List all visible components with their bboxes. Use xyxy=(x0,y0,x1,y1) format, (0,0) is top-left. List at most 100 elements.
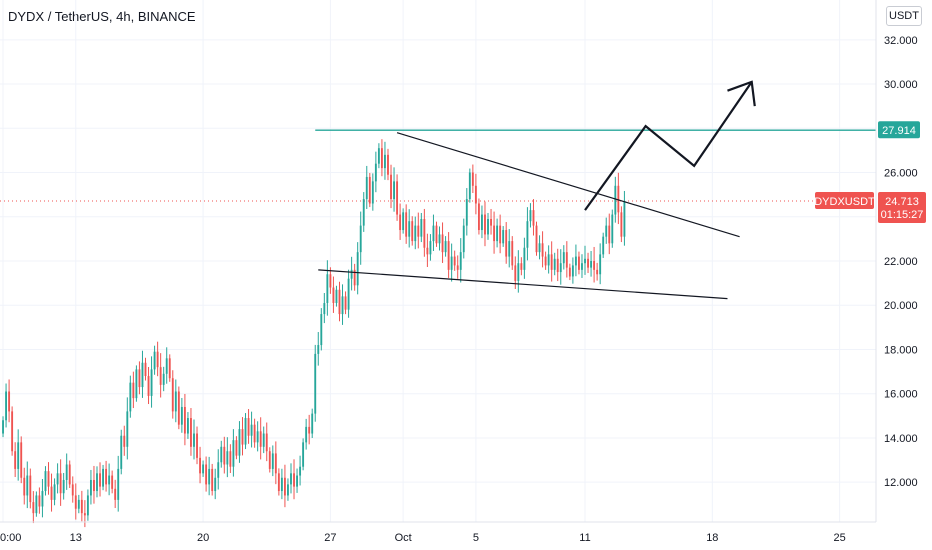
candle-body xyxy=(186,418,189,434)
candle-body xyxy=(541,243,544,257)
candle-body xyxy=(290,473,292,485)
candle-body xyxy=(396,181,399,215)
candle-body xyxy=(62,479,65,494)
candle-body xyxy=(374,163,377,182)
candle-body xyxy=(338,289,341,315)
candle-body xyxy=(465,199,468,226)
chart-title: DYDX / TetherUS, 4h, BINANCE xyxy=(8,9,196,24)
candle-body xyxy=(117,468,120,500)
candle-body xyxy=(217,462,220,478)
candle-body xyxy=(550,254,553,270)
candle-body xyxy=(514,265,517,281)
candle-body xyxy=(529,210,532,222)
candle-body xyxy=(584,258,586,264)
candle-body xyxy=(165,358,168,374)
candle-body xyxy=(53,484,56,500)
candle-body xyxy=(462,225,465,253)
candle-body xyxy=(23,477,26,496)
candle-body xyxy=(362,199,365,226)
candle-body xyxy=(608,225,611,244)
candle-body xyxy=(180,406,183,425)
candle-body xyxy=(14,451,17,469)
candle-body xyxy=(620,212,623,237)
candle-body xyxy=(365,176,368,200)
candle-body xyxy=(93,479,95,492)
candle-body xyxy=(408,221,411,237)
candle-body xyxy=(523,247,526,270)
candle-body xyxy=(502,230,505,244)
candle-body xyxy=(77,499,80,509)
candle-body xyxy=(74,495,77,509)
candle-body xyxy=(65,464,68,480)
currency-button[interactable]: USDT xyxy=(886,6,922,26)
candle-body xyxy=(544,256,547,266)
candle-body xyxy=(156,351,159,368)
candle-body xyxy=(444,241,447,253)
candle-body xyxy=(71,484,74,496)
candle-body xyxy=(244,418,247,445)
candle-body xyxy=(387,154,389,175)
candle-body xyxy=(262,433,265,447)
candle-body xyxy=(477,203,480,231)
candle-body xyxy=(120,435,123,469)
candle-body xyxy=(168,358,171,379)
candle-body xyxy=(332,287,335,304)
symbol-badge xyxy=(815,191,874,209)
candle-body xyxy=(108,475,111,485)
candle-body xyxy=(487,218,489,235)
candle-body xyxy=(490,218,492,226)
candle-body xyxy=(277,473,280,492)
candle-body xyxy=(56,473,59,485)
candle-body xyxy=(314,353,317,414)
candle-body xyxy=(44,471,47,492)
candle-body xyxy=(447,241,450,270)
candle-body xyxy=(614,185,617,215)
candle-body xyxy=(353,269,356,286)
candle-body xyxy=(602,236,605,255)
candle-body xyxy=(347,278,350,310)
current-price-badge xyxy=(878,191,926,223)
resistance-price-badge xyxy=(878,121,920,139)
candle-body xyxy=(350,269,353,279)
candle-body xyxy=(456,265,459,270)
candle-body xyxy=(20,442,23,478)
candle-body xyxy=(547,254,550,266)
candle-body xyxy=(438,234,441,244)
candle-body xyxy=(83,513,86,516)
candle-body xyxy=(205,464,208,485)
y-tick-label: 26.000 xyxy=(884,168,918,180)
candle-body xyxy=(305,426,308,443)
candle-body xyxy=(299,466,302,476)
candle-body xyxy=(5,391,8,421)
candle-body xyxy=(371,181,374,204)
candle-body xyxy=(293,473,295,487)
candle-body xyxy=(250,424,253,436)
upper-trendline xyxy=(396,132,740,238)
candle-body xyxy=(587,258,589,268)
candle-body xyxy=(308,426,311,434)
candle-body xyxy=(68,464,71,485)
candle-body xyxy=(220,446,223,463)
candle-body xyxy=(47,471,50,487)
candle-body xyxy=(271,453,274,469)
candle-body xyxy=(41,491,44,507)
candle-body xyxy=(320,314,323,346)
candle-body xyxy=(183,406,186,434)
candle-body xyxy=(511,241,514,266)
resistance-price-label: 27.914 xyxy=(882,125,916,137)
x-tick-label: 27 xyxy=(324,532,336,544)
candle-body xyxy=(99,473,101,487)
candle-body xyxy=(453,256,456,266)
candle-body xyxy=(368,176,371,204)
candle-body xyxy=(344,296,347,310)
symbol-label: DYDXUSDT xyxy=(814,196,875,208)
candle-body xyxy=(617,185,620,213)
candle-body xyxy=(593,261,596,270)
candle-body xyxy=(384,154,386,169)
candle-body xyxy=(2,420,4,434)
candle-body xyxy=(390,174,392,200)
y-tick-label: 14.000 xyxy=(884,433,918,445)
